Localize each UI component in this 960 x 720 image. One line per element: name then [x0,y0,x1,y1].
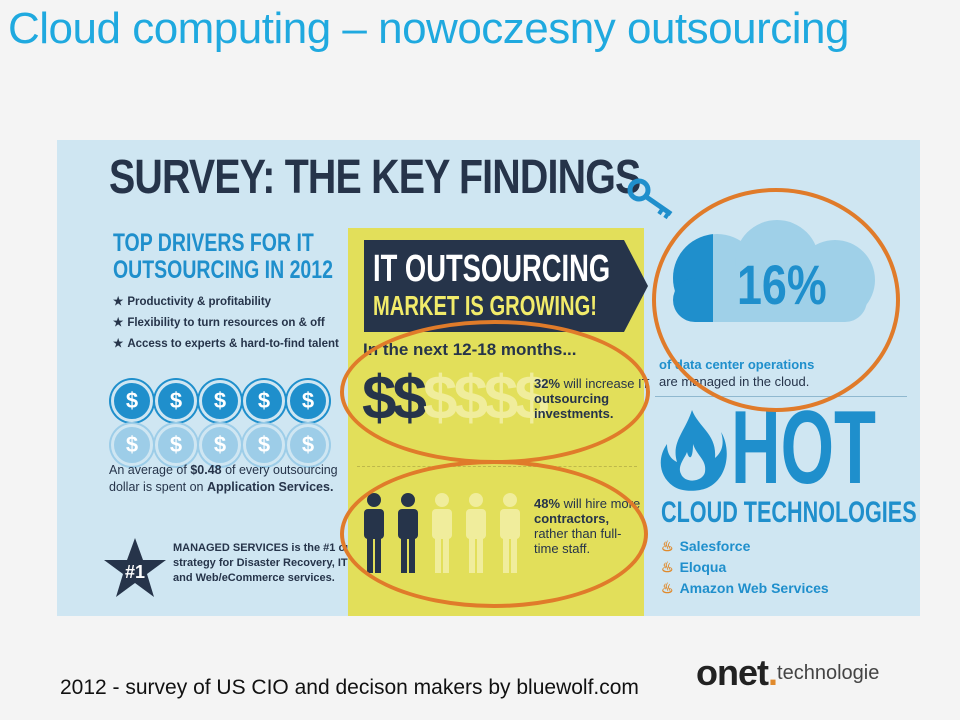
logo-brand: onet [696,652,769,693]
hot-tech-label: Amazon Web Services [679,580,829,596]
star-badge-icon: #1 [104,538,166,597]
dollar-coin-icon: $ [155,424,197,466]
hot-tech-label: Eloqua [679,559,727,575]
dollar-coin-icon: $ [155,380,197,422]
stat-contractors: 48% will hire more contractors, rather t… [534,496,644,556]
dollar-signs-graphic: $$$$$$ [362,364,549,433]
stat-contractors-pre: will hire more [560,496,641,511]
star-badge-label: #1 [125,562,145,582]
infographic-title: SURVEY: THE KEY FINDINGS [109,151,641,204]
hot-tech-label: Salesforce [679,538,751,554]
key-icon [627,178,673,220]
slide-title: Cloud computing – nowoczesny outsourcing [8,4,849,53]
drivers-title-line2: OUTSOURCING IN 2012 [113,256,333,284]
driver-label: Productivity & profitability [127,296,272,308]
driver-label: Access to experts & hard-to-find talent [127,338,339,350]
right-divider [655,396,907,397]
driver-item: ★ Flexibility to turn resources on & off [113,315,339,336]
dollar-coin-icon: $ [287,380,329,422]
stat-increase-bold: outsourcing investments. [534,391,614,421]
average-prefix: An average of [109,463,191,477]
logo-dot: . [768,652,778,693]
slide-caption: 2012 - survey of US CIO and decison make… [60,676,639,699]
average-spend-text: An average of $0.48 of every outsourcing… [109,462,349,496]
managed-bold: MANAGED SERVICES [173,542,289,554]
flame-bullet-icon: ♨ [661,580,674,596]
star-icon: ★ [113,338,124,350]
person-icon [364,493,384,573]
driver-item: ★ Productivity & profitability [113,294,339,315]
person-icon [466,493,486,573]
hot-tech-item: ♨ Salesforce [661,538,829,559]
average-amount: $0.48 [190,463,222,477]
stat-contractors-pct: 48% [534,496,561,511]
hot-subtitle: CLOUD TECHNOLOGIES [661,496,917,529]
person-icon [398,493,418,573]
hot-tech-item: ♨ Amazon Web Services [661,580,829,601]
datacenter-pct: 16% [737,253,827,316]
dollar-coin-icon: $ [111,380,153,422]
person-icon [432,493,452,573]
flame-bullet-icon: ♨ [661,559,674,575]
dollar-coin-icon: $ [199,424,241,466]
cloud-icon [673,220,875,322]
drivers-title: TOP DRIVERS FOR IT OUTSOURCING IN 2012 [113,230,333,284]
datacenter-text: of data center operations are managed in … [659,356,899,390]
stat-increase-pct: 32% [534,376,561,391]
logo-suffix: technologie [777,662,880,684]
market-divider [357,466,637,467]
star-icon: ★ [113,317,124,329]
hot-title: HOT [731,390,876,506]
stat-increase: 32% will increase IT outsourcing investm… [534,376,654,421]
flame-bullet-icon: ♨ [661,538,674,554]
average-middle: of every outsourcing dollar is spent on [109,463,338,494]
drivers-title-line1: TOP DRIVERS FOR IT [113,229,314,257]
average-target: Application Services. [206,480,334,494]
driver-label: Flexibility to turn resources on & off [127,317,325,329]
market-banner-arrow [624,240,648,332]
dollars-highlighted: $$ [362,364,427,433]
stat-contractors-bold: contractors, [534,511,610,526]
dollar-coin-icon: $ [243,380,285,422]
hot-tech-item: ♨ Eloqua [661,559,829,580]
dollar-coin-icon: $ [287,424,329,466]
person-icon [500,493,520,573]
star-icon: ★ [113,296,124,308]
market-banner [364,240,624,332]
onet-technologie-logo: onet.technologie [696,652,879,694]
flame-icon [660,410,727,491]
infographic-image: SURVEY: THE KEY FINDINGS TOP DRIVERS FOR… [57,140,920,616]
dollar-coin-icon: $ [199,380,241,422]
hot-tech-list: ♨ Salesforce ♨ Eloqua ♨ Amazon Web Services [661,538,829,601]
stat-increase-pre: will increase IT [560,376,650,391]
stat-contractors-post: rather than full-time staff. [534,526,622,556]
driver-item: ★ Access to experts & hard-to-find talent [113,336,339,357]
market-subtitle: MARKET IS GROWING! [373,290,597,321]
datacenter-bold: of data center operations [659,357,815,372]
dollar-coin-icon: $ [243,424,285,466]
market-title: IT OUTSOURCING [373,248,611,290]
dollars-faded: $$$$ [422,364,549,433]
datacenter-rest: are managed in the cloud. [659,374,810,389]
dollar-coin-icon: $ [111,424,153,466]
drivers-list: ★ Productivity & profitability ★ Flexibili… [113,294,339,357]
market-timeframe: In the next 12-18 months... [363,340,577,359]
